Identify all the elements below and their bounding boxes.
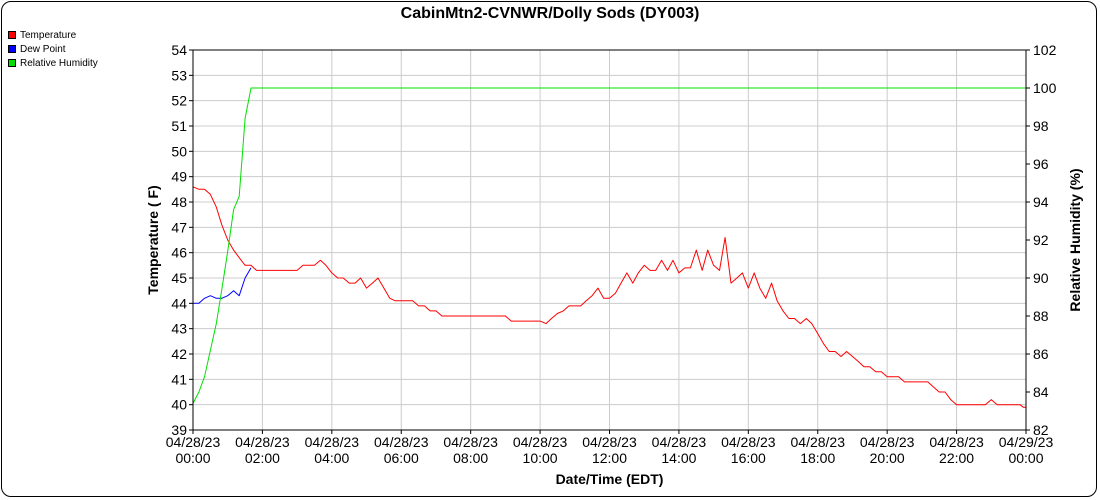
tick-label-left: 46 — [171, 245, 187, 261]
tick-label-x-date: 04/28/23 — [929, 434, 984, 450]
tick-label-left: 44 — [171, 295, 187, 311]
series-layer — [192, 87, 1026, 408]
tick-label-left: 48 — [171, 194, 187, 210]
tick-label-x-date: 04/28/23 — [305, 434, 360, 450]
tick-label-left: 53 — [171, 67, 187, 83]
tick-label-x-date: 04/29/23 — [999, 434, 1054, 450]
tick-label-left: 50 — [171, 143, 187, 159]
legend-label-temperature: Temperature — [20, 29, 77, 41]
tick-label-left: 49 — [171, 169, 187, 185]
tick-label-right: 86 — [1033, 346, 1049, 362]
tick-label-left: 40 — [171, 397, 187, 413]
tick-label-x-date: 04/28/23 — [721, 434, 776, 450]
chart-title: CabinMtn2-CVNWR/Dolly Sods (DY003) — [400, 5, 700, 22]
tick-label-x-date: 04/28/23 — [374, 434, 429, 450]
tick-label-x-date: 04/28/23 — [791, 434, 846, 450]
tick-label-x-time: 04:00 — [314, 450, 349, 466]
tick-label-x-time: 10:00 — [523, 450, 558, 466]
tick-label-right: 84 — [1033, 384, 1049, 400]
left-axis-ticks: 39 40 41 42 43 44 45 46 47 48 49 50 51 52 53 54 — [171, 42, 193, 438]
tick-label-right: 88 — [1033, 308, 1049, 324]
series-line-dew-point — [193, 267, 252, 304]
tick-label-left: 51 — [171, 118, 187, 134]
legend-swatch-temperature — [8, 31, 16, 39]
tick-label-x-time: 02:00 — [245, 450, 280, 466]
tick-label-x-time: 00:00 — [175, 450, 210, 466]
tick-label-x-date: 04/28/23 — [652, 434, 707, 450]
tick-label-left: 54 — [171, 42, 187, 58]
series-line-relative-humidity — [192, 87, 1026, 404]
tick-label-right: 98 — [1033, 118, 1049, 134]
legend-item-dew-point: Dew Point — [8, 42, 98, 56]
tick-label-left: 39 — [171, 422, 187, 438]
tick-label-x-time: 18:00 — [800, 450, 835, 466]
tick-label-left: 43 — [171, 321, 187, 337]
x-axis-ticks: 04/28/2300:0004/28/2302:0004/28/2304:000… — [166, 430, 1054, 466]
tick-label-x-time: 16:00 — [731, 450, 766, 466]
tick-label-x-date: 04/28/23 — [860, 434, 915, 450]
tick-label-x-time: 14:00 — [661, 450, 696, 466]
tick-label-right: 90 — [1033, 270, 1049, 286]
tick-label-left: 41 — [171, 371, 187, 387]
legend-item-relative-humidity: Relative Humidity — [8, 56, 98, 70]
tick-label-x-time: 08:00 — [453, 450, 488, 466]
legend-item-temperature: Temperature — [8, 28, 98, 42]
tick-label-x-time: 06:00 — [384, 450, 419, 466]
tick-label-left: 52 — [171, 93, 187, 109]
tick-label-right: 102 — [1033, 42, 1057, 58]
tick-label-right: 100 — [1033, 80, 1057, 96]
tick-label-x-time: 20:00 — [870, 450, 905, 466]
x-axis-label: Date/Time (EDT) — [556, 471, 664, 487]
tick-label-x-time: 12:00 — [592, 450, 627, 466]
tick-label-x-date: 04/28/23 — [443, 434, 498, 450]
tick-label-x-date: 04/28/23 — [166, 434, 221, 450]
tick-label-right: 82 — [1033, 422, 1049, 438]
tick-label-x-date: 04/28/23 — [235, 434, 290, 450]
tick-label-right: 96 — [1033, 156, 1049, 172]
y-axis-label-left: Temperature ( F) — [145, 185, 161, 294]
y-axis-label-right: Relative Humidity (%) — [1067, 168, 1083, 311]
tick-label-left: 47 — [171, 219, 187, 235]
tick-label-right: 92 — [1033, 232, 1049, 248]
right-axis-ticks: 82 84 86 88 90 92 94 96 98 100 102 — [1026, 42, 1057, 438]
tick-label-x-date: 04/28/23 — [513, 434, 568, 450]
legend-swatch-dew-point — [8, 45, 16, 53]
tick-label-x-time: 22:00 — [939, 450, 974, 466]
legend-swatch-relative-humidity — [8, 59, 16, 67]
legend: Temperature Dew Point Relative Humidity — [8, 28, 98, 70]
legend-label-dew-point: Dew Point — [20, 43, 66, 55]
tick-label-right: 94 — [1033, 194, 1049, 210]
tick-label-left: 42 — [171, 346, 187, 362]
tick-label-left: 45 — [171, 270, 187, 286]
tick-label-x-date: 04/28/23 — [582, 434, 637, 450]
legend-label-relative-humidity: Relative Humidity — [20, 57, 98, 69]
grid-layer — [192, 49, 1027, 431]
series-line-temperature — [192, 186, 1026, 408]
tick-label-x-time: 00:00 — [1008, 450, 1043, 466]
